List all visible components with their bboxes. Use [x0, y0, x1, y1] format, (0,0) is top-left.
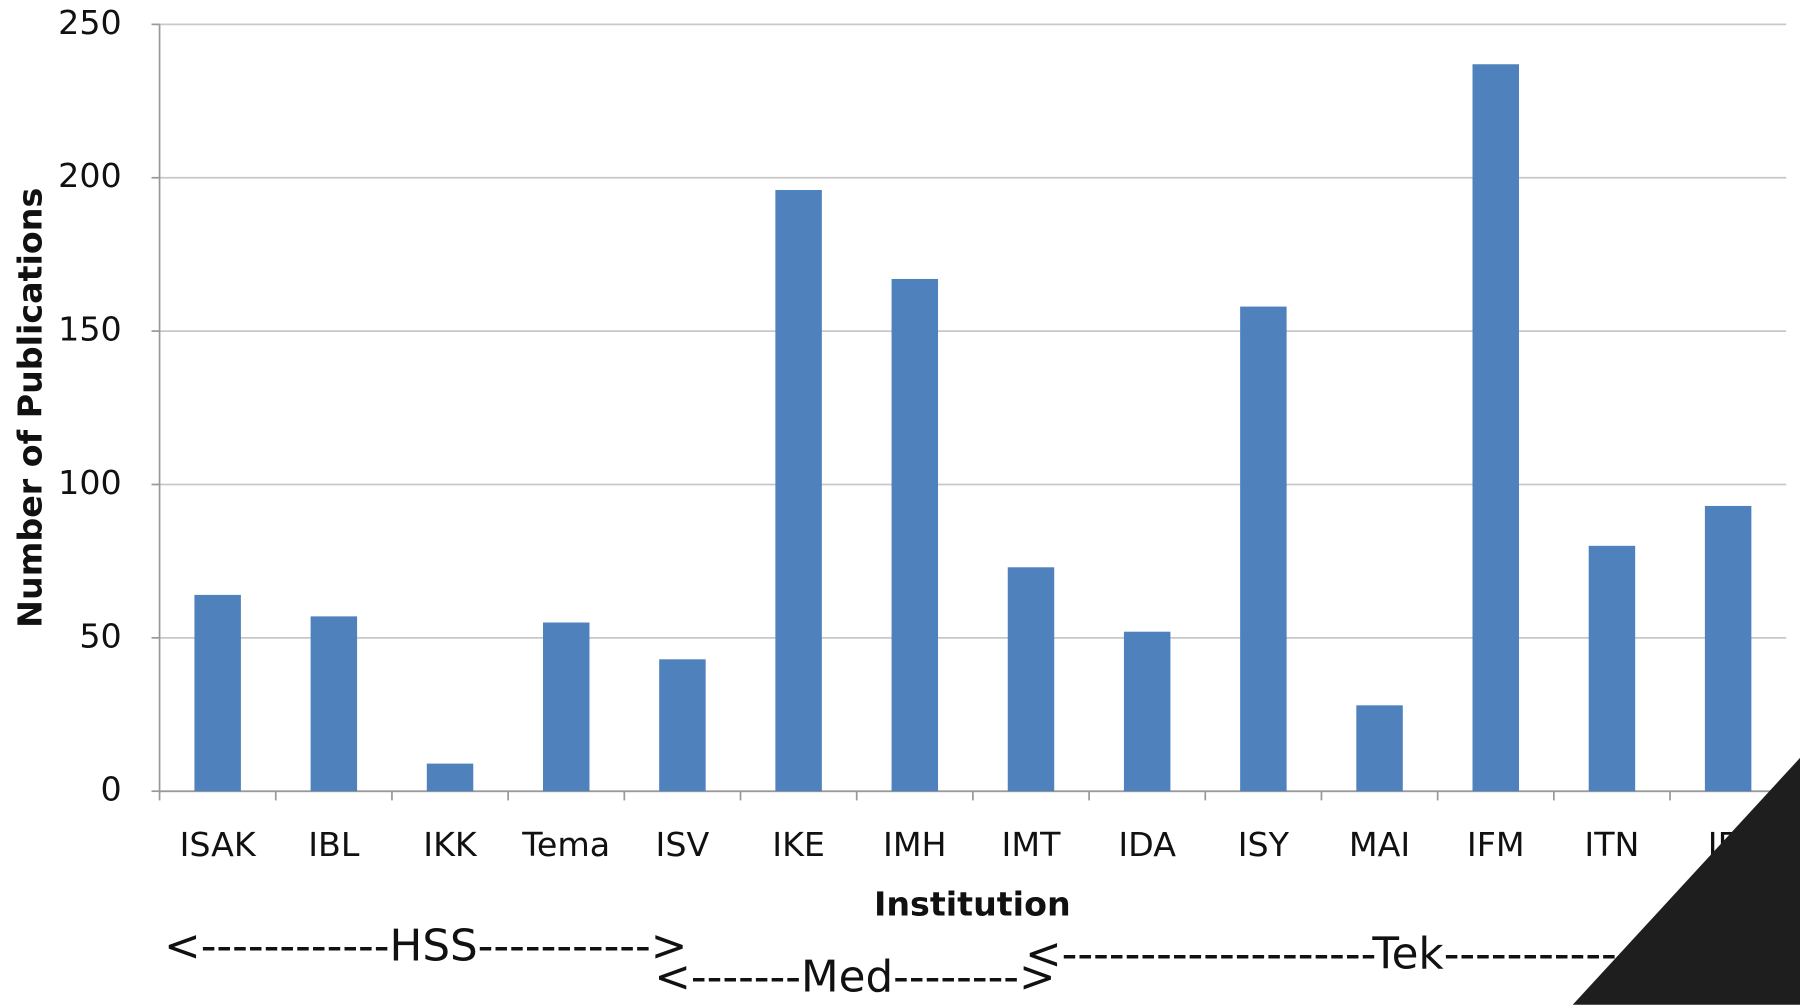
y-tick-label: 100	[58, 463, 122, 502]
x-tick-label: MAI	[1349, 825, 1410, 864]
x-axis-title: Institution	[874, 885, 1071, 924]
bar	[1240, 306, 1287, 792]
y-tick-label: 0	[100, 770, 121, 809]
y-tick-label: 150	[58, 310, 122, 349]
group-annotation: <-------Med-------->	[654, 952, 1055, 1002]
bar	[426, 763, 474, 792]
x-tick-label: IMH	[883, 825, 947, 864]
y-tick-label: 50	[79, 616, 121, 655]
bar	[1588, 545, 1636, 792]
bar	[1356, 705, 1403, 792]
bar	[1704, 505, 1752, 792]
x-tick-label: IKK	[423, 825, 478, 864]
x-tick-label: ITN	[1584, 825, 1639, 864]
x-tick-label: ISAK	[180, 825, 257, 864]
bar	[775, 190, 822, 792]
x-tick-label: IFM	[1467, 825, 1525, 864]
x-tick-label: IMT	[1002, 825, 1062, 864]
x-tick-label: IDA	[1118, 825, 1176, 864]
x-tick-label: ISV	[656, 825, 710, 864]
group-annotation: <------------HSS----------->	[164, 921, 687, 971]
x-tick-label: IBL	[308, 825, 360, 864]
bar	[1007, 567, 1055, 792]
y-axis-title: Number of Publications	[11, 188, 50, 628]
y-tick-label: 200	[58, 156, 122, 195]
bar	[542, 622, 590, 792]
bar	[659, 659, 706, 792]
bar	[891, 278, 939, 792]
bar	[194, 594, 241, 792]
bar	[1472, 64, 1519, 792]
x-tick-label: ISY	[1238, 825, 1290, 864]
x-tick-label: IKE	[772, 825, 825, 864]
bar	[1123, 631, 1171, 792]
x-tick-label: Tema	[521, 825, 610, 864]
bar	[310, 616, 358, 792]
y-tick-label: 250	[58, 3, 122, 42]
